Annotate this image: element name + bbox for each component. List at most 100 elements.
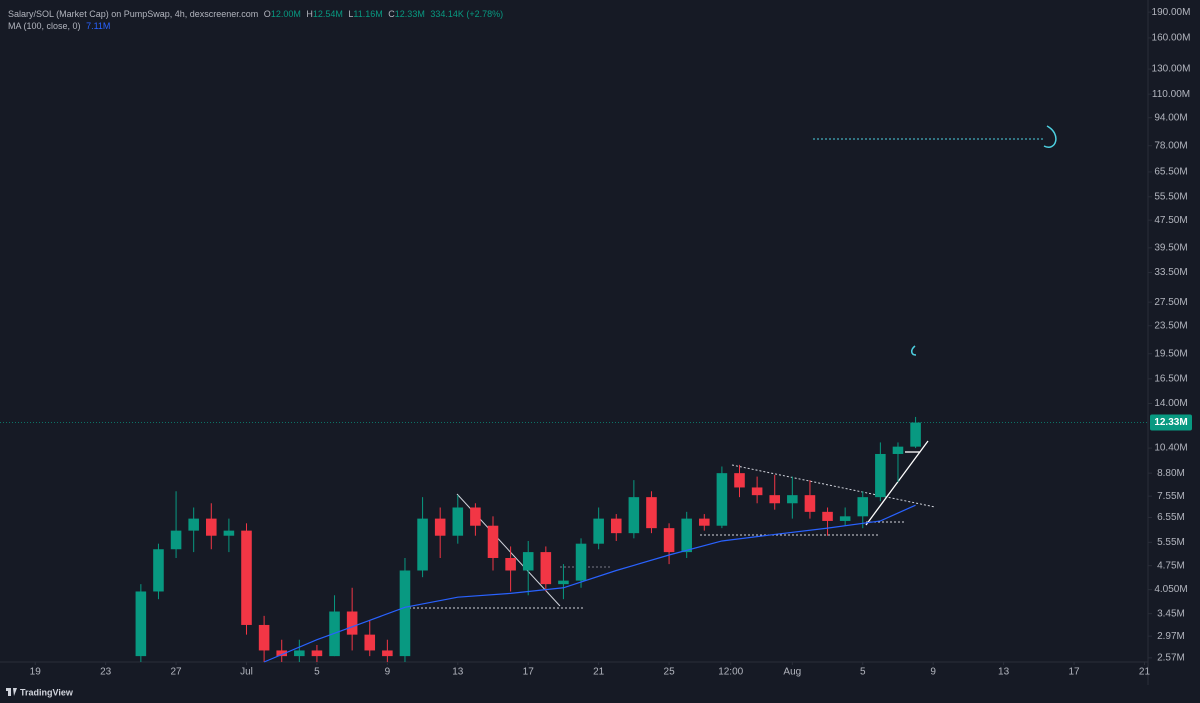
y-tick-label: 10.40M xyxy=(1154,443,1187,454)
candle-body xyxy=(575,543,587,581)
candle-body xyxy=(135,591,147,657)
target-arc xyxy=(911,345,917,356)
candle-body xyxy=(839,516,851,521)
candle-body xyxy=(470,507,481,526)
x-tick-label: Jul xyxy=(240,667,253,678)
y-tick-label: 160.00M xyxy=(1152,33,1191,44)
target-arc xyxy=(1043,125,1057,148)
x-tick-label: 23 xyxy=(100,667,112,678)
branding: TradingView xyxy=(20,687,74,697)
x-tick-label: 19 xyxy=(30,667,42,678)
x-tick-label: 12:00 xyxy=(718,667,743,678)
legend: Salary/SOL (Market Cap) on PumpSwap, 4h,… xyxy=(8,8,506,32)
logo-mark xyxy=(8,688,11,696)
candle-body xyxy=(364,634,376,651)
y-tick-label: 2.57M xyxy=(1157,652,1185,663)
indicator-name: MA (100, close, 0) xyxy=(8,21,81,31)
x-tick-label: 13 xyxy=(452,667,464,678)
y-tick-label: 27.50M xyxy=(1154,297,1187,308)
candle-body xyxy=(206,518,217,536)
y-tick-label: 8.80M xyxy=(1157,468,1185,479)
candle-body xyxy=(910,422,921,447)
y-tick-label: 3.45M xyxy=(1157,608,1185,619)
candle-body xyxy=(276,650,287,657)
x-tick-label: 21 xyxy=(593,667,605,678)
candle-body xyxy=(628,497,640,534)
y-tick-label: 130.00M xyxy=(1152,64,1191,75)
x-tick-label: 9 xyxy=(930,667,936,678)
y-tick-label: 16.50M xyxy=(1154,373,1187,384)
candle-body xyxy=(382,650,393,657)
indicator-row: MA (100, close, 0) 7.11M xyxy=(8,20,506,32)
candle-body xyxy=(822,511,833,521)
logo: TradingView xyxy=(6,687,74,697)
y-tick-label: 39.50M xyxy=(1154,242,1187,253)
change: 334.14K (+2.78%) xyxy=(430,9,504,19)
candle-body xyxy=(593,518,604,544)
ohlc-key: L xyxy=(348,9,354,19)
candle-body xyxy=(346,611,358,635)
ohlc-value: 11.16M xyxy=(353,9,383,19)
ohlc-key: O xyxy=(263,9,271,19)
y-tick-label: 14.00M xyxy=(1154,398,1187,409)
candle-body xyxy=(540,552,552,585)
candle-body xyxy=(875,453,886,498)
y-tick-label: 55.50M xyxy=(1154,191,1187,202)
y-tick-label: 65.50M xyxy=(1154,167,1187,178)
ohlc-value: 12.54M xyxy=(312,9,343,19)
y-tick-label: 33.50M xyxy=(1154,267,1187,278)
candle-body xyxy=(734,473,745,488)
candle-body xyxy=(769,495,781,504)
symbol-title: Salary/SOL (Market Cap) on PumpSwap, 4h,… xyxy=(8,9,259,19)
candle-body xyxy=(487,525,499,558)
y-tick-label: 94.00M xyxy=(1154,112,1187,123)
y-tick-label: 6.55M xyxy=(1157,512,1185,523)
ohlc-value: 12.00M xyxy=(270,9,301,19)
candle-body xyxy=(223,530,235,536)
ohlc-key: C xyxy=(388,9,395,19)
x-tick-label: Aug xyxy=(783,667,801,678)
candle-body xyxy=(452,507,464,536)
candle-body xyxy=(804,495,816,512)
candle-body xyxy=(170,530,182,550)
candle-body xyxy=(153,549,164,592)
x-tick-label: 21 xyxy=(1139,667,1151,678)
candle-body xyxy=(681,518,692,553)
trend-line xyxy=(731,464,936,508)
candle-body xyxy=(241,530,252,625)
last-price-label: 12.33M xyxy=(1154,417,1187,428)
moving-average xyxy=(263,504,916,663)
y-tick-label: 5.55M xyxy=(1157,537,1185,548)
candle-body xyxy=(505,557,516,571)
x-tick-label: 27 xyxy=(171,667,183,678)
y-tick-label: 47.50M xyxy=(1154,215,1187,226)
indicator-value: 7.11M xyxy=(86,21,111,31)
x-tick-label: 17 xyxy=(523,667,535,678)
y-tick-label: 190.00M xyxy=(1152,7,1191,18)
candle-body xyxy=(787,495,798,504)
candle-body xyxy=(558,580,569,585)
candle-body xyxy=(892,446,904,454)
candle-body xyxy=(434,518,446,536)
y-tick-label: 7.55M xyxy=(1157,491,1185,502)
x-tick-label: 17 xyxy=(1068,667,1080,678)
ohlc-value: 12.33M xyxy=(394,9,425,19)
x-tick-label: 13 xyxy=(998,667,1010,678)
y-tick-label: 4.75M xyxy=(1157,560,1185,571)
y-tick-label: 19.50M xyxy=(1154,348,1187,359)
y-tick-label: 110.00M xyxy=(1152,89,1190,100)
candle-body xyxy=(610,518,622,534)
candle-body xyxy=(663,528,675,553)
x-tick-label: 25 xyxy=(664,667,676,678)
ohlc-key: H xyxy=(306,9,313,19)
candle-body xyxy=(646,497,657,529)
candle-body xyxy=(522,552,534,571)
candle-body xyxy=(417,518,428,571)
x-tick-label: 5 xyxy=(860,667,866,678)
candle-body xyxy=(294,650,305,657)
candle-body xyxy=(188,518,199,531)
candle-body xyxy=(311,650,323,657)
candle-body xyxy=(857,497,869,517)
